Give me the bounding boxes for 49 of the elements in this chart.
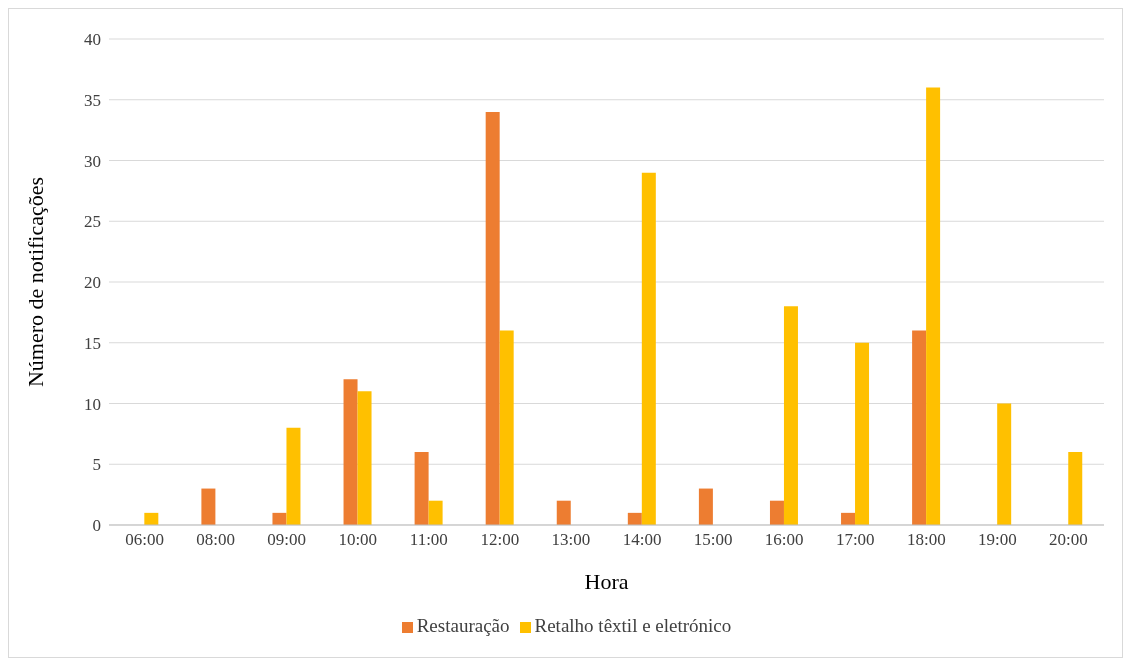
x-tick-label: 19:00 <box>978 530 1017 550</box>
bar <box>997 403 1012 525</box>
x-tick-label: 08:00 <box>196 530 235 550</box>
x-tick-label: 09:00 <box>267 530 307 550</box>
bar <box>499 330 514 525</box>
y-tick-label: 40 <box>84 30 101 50</box>
x-tick-label: 11:00 <box>409 530 448 550</box>
x-tick-label: 12:00 <box>480 530 520 550</box>
legend-label: Restauração <box>416 615 510 636</box>
y-tick-label: 20 <box>84 273 101 293</box>
bar <box>343 379 358 525</box>
bar <box>272 512 287 525</box>
y-tick-label: 5 <box>92 455 101 475</box>
x-tick-label: 20:00 <box>1049 530 1088 550</box>
x-tick-label: 17:00 <box>835 530 875 550</box>
legend-label: Retalho têxtil e eletrónico <box>534 615 732 636</box>
bar <box>627 512 642 525</box>
bar <box>485 111 500 525</box>
x-tick-label: 15:00 <box>693 530 733 550</box>
x-tick-label: 18:00 <box>906 530 946 550</box>
bar <box>912 330 927 525</box>
x-tick-label: 10:00 <box>338 530 378 550</box>
y-tick-label: 0 <box>92 516 101 536</box>
x-axis-title: Hora <box>584 569 629 594</box>
y-tick-label: 35 <box>84 90 101 110</box>
bar <box>783 306 798 525</box>
y-tick-label: 10 <box>84 394 101 414</box>
y-tick-label: 25 <box>84 212 101 232</box>
bar <box>286 427 301 525</box>
x-tick-label: 06:00 <box>125 530 164 550</box>
bar <box>855 342 870 525</box>
x-tick-label: 13:00 <box>551 530 591 550</box>
y-tick-label: 30 <box>84 151 101 171</box>
bar <box>556 500 571 525</box>
bar <box>1068 452 1083 525</box>
bar <box>201 488 216 525</box>
bar <box>144 512 159 525</box>
y-axis-title: Número de notificações <box>22 176 48 388</box>
bar <box>357 391 372 525</box>
x-tick-label: 14:00 <box>622 530 662 550</box>
bar <box>769 500 784 525</box>
bar <box>414 452 429 525</box>
bar <box>841 512 856 525</box>
y-tick-label: 15 <box>84 333 101 353</box>
bar <box>641 172 656 525</box>
bar <box>428 500 443 525</box>
x-tick-label: 16:00 <box>764 530 804 550</box>
bar <box>698 488 713 525</box>
bar <box>926 87 941 525</box>
